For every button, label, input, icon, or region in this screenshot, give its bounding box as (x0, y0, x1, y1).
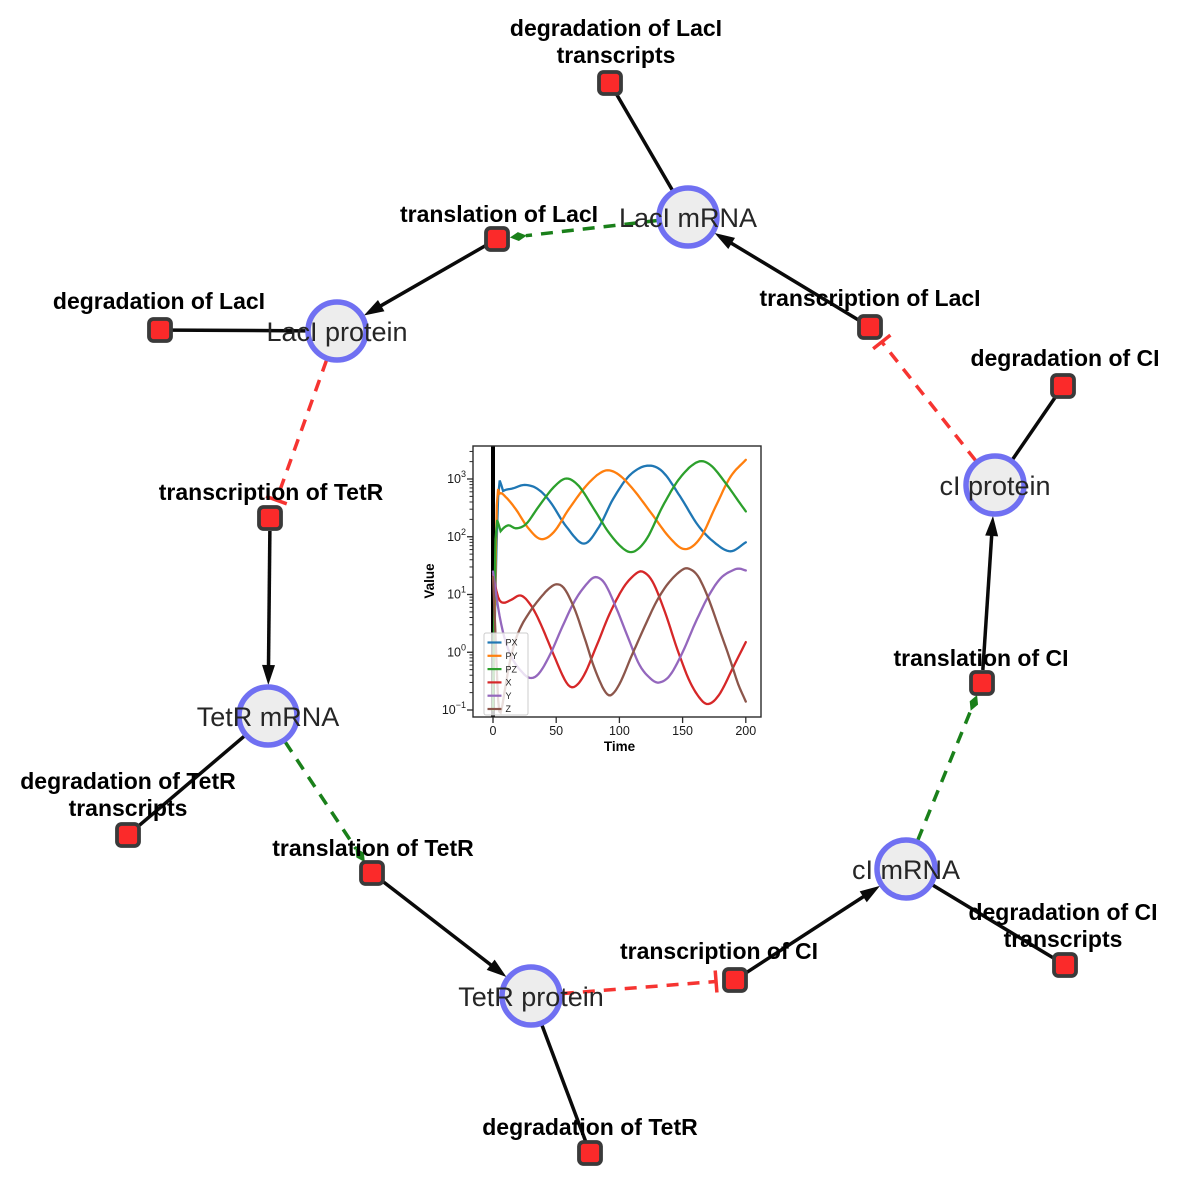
species-label-tetr_mrna: TetR mRNA (197, 702, 340, 732)
plot-legend: PX PY PZ XYZ (483, 632, 529, 716)
legend-label-PX: PX (506, 638, 518, 648)
series-line-PZ (491, 459, 747, 712)
species-node-tetr_mrna[interactable] (236, 684, 300, 748)
edge-ci_mrna-deg_ci_tx (931, 883, 1056, 961)
edge-ci_protein-deg_ci (1011, 394, 1058, 461)
reaction-label-txn_tetr: transcription of TetR (159, 479, 384, 505)
reaction-label-txn_laci: transcription of LacI (759, 285, 980, 311)
x-tick-label: 150 (672, 724, 693, 738)
edge-tetr_mrna-deg_tetr_tx (136, 734, 246, 829)
legend-label-X: X (506, 678, 512, 688)
reaction-label-deg_ci_tx: degradation of CI transcripts (968, 899, 1157, 952)
species-node-laci_protein[interactable] (305, 299, 369, 363)
inhibition-bar-icon (872, 333, 892, 351)
arrowhead-icon (486, 959, 507, 978)
reaction-node-txn_tetr[interactable] (257, 505, 283, 531)
reaction-label-deg_laci: degradation of LacI (53, 288, 265, 314)
legend-box (483, 632, 529, 716)
edge-trl_tetr-tetr_protein (381, 879, 507, 978)
legend-label-PY: PY (506, 651, 518, 661)
x-tick-label: 100 (609, 724, 630, 738)
species-label-ci_mrna: cI mRNA (852, 855, 960, 885)
reaction-label-deg_laci_tx: degradation of LacI transcripts (510, 15, 722, 68)
reaction-node-txn_laci[interactable] (857, 314, 883, 340)
legend-label-Z: Z (506, 704, 512, 714)
edge-laci_protein-deg_laci (171, 328, 307, 333)
reaction-label-trl_tetr: translation of TetR (272, 835, 474, 861)
reaction-label-txn_ci: transcription of CI (620, 938, 818, 964)
activation-arrowhead-icon (355, 847, 365, 863)
arrowhead-icon (363, 299, 385, 316)
y-tick-label: 100 (447, 642, 466, 659)
edge-trl_ci-ci_protein (981, 515, 999, 671)
reaction-node-trl_tetr[interactable] (359, 860, 385, 886)
species-label-laci_protein: LacI protein (266, 317, 407, 347)
reaction-node-deg_laci_tx[interactable] (597, 70, 623, 96)
y-tick-label: 102 (447, 527, 466, 544)
edges-layer (136, 92, 1058, 1143)
species-label-laci_mrna: LacI mRNA (619, 203, 757, 233)
labels-layer: LacI mRNA LacI protein cI protein TetR mRNA… (20, 15, 1159, 1140)
x-tick-label: 50 (549, 724, 563, 738)
y-tick-label: 10−1 (442, 700, 466, 717)
species-label-tetr_protein: TetR protein (458, 982, 604, 1012)
edge-trl_laci-laci_protein (363, 243, 487, 316)
edge-ci_mrna-trl_ci (916, 695, 979, 841)
reaction-node-txn_ci[interactable] (722, 967, 748, 993)
activation-arrowhead-icon (969, 695, 979, 711)
edge-ci_protein-txn_laci (872, 333, 978, 462)
y-tick-label: 103 (447, 469, 466, 486)
inhibition-bar-icon (713, 970, 719, 993)
reaction-node-deg_laci[interactable] (147, 317, 173, 343)
reaction-label-deg_tetr_tx: degradation of TetR transcripts (20, 768, 236, 821)
legend-label-Y: Y (506, 691, 512, 701)
reaction-node-deg_tetr[interactable] (577, 1140, 603, 1166)
activation-arrowhead-icon (509, 232, 527, 242)
reaction-node-deg_ci_tx[interactable] (1052, 952, 1078, 978)
edge-laci_protein-txn_tetr (265, 359, 329, 506)
arrowhead-icon (262, 664, 276, 686)
series-line-PY (491, 458, 747, 712)
inhibition-bar-icon (265, 494, 288, 506)
reaction-node-deg_tetr_tx[interactable] (115, 822, 141, 848)
species-node-ci_mrna[interactable] (874, 837, 938, 901)
reaction-label-deg_ci: degradation of CI (970, 345, 1159, 371)
species-label-ci_protein: cI protein (939, 471, 1050, 501)
series-line-Y (491, 567, 747, 684)
legend-label-PZ: PZ (506, 664, 518, 674)
edge-laci_mrna-deg_laci_tx (614, 92, 674, 192)
species-node-ci_protein[interactable] (963, 453, 1027, 517)
x-tick-label: 200 (735, 724, 756, 738)
series-line-PX (491, 464, 747, 701)
arrowhead-icon (714, 233, 736, 249)
edge-txn_ci-ci_mrna (744, 885, 880, 975)
reaction-label-trl_ci: translation of CI (893, 645, 1068, 671)
reaction-node-deg_ci[interactable] (1050, 373, 1076, 399)
edge-tetr_protein-txn_ci (561, 970, 719, 996)
arrowhead-icon (859, 885, 880, 903)
edge-tetr_mrna-trl_tetr (283, 740, 365, 863)
edge-tetr_protein-deg_tetr (540, 1024, 588, 1143)
edge-txn_tetr-tetr_mrna (262, 530, 276, 686)
edge-laci_mrna-trl_laci (509, 218, 658, 242)
reaction-label-deg_tetr: degradation of TetR (482, 1114, 698, 1140)
species-node-tetr_protein[interactable] (499, 964, 563, 1028)
edge-txn_laci-laci_mrna (714, 233, 860, 322)
arrowhead-icon (985, 515, 999, 537)
plot-frame (472, 445, 762, 718)
reaction-label-trl_laci: translation of LacI (400, 201, 598, 227)
x-tick-label: 0 (490, 724, 497, 738)
nodes-layer (115, 70, 1078, 1166)
series-line-X (491, 570, 747, 706)
series-line-Z (491, 567, 747, 715)
x-axis-label: Time (604, 739, 636, 754)
reaction-node-trl_laci[interactable] (484, 226, 510, 252)
y-tick-label: 101 (447, 585, 466, 602)
species-node-laci_mrna[interactable] (656, 185, 720, 249)
reaction-node-trl_ci[interactable] (969, 670, 995, 696)
y-axis-label: Value (422, 563, 437, 599)
